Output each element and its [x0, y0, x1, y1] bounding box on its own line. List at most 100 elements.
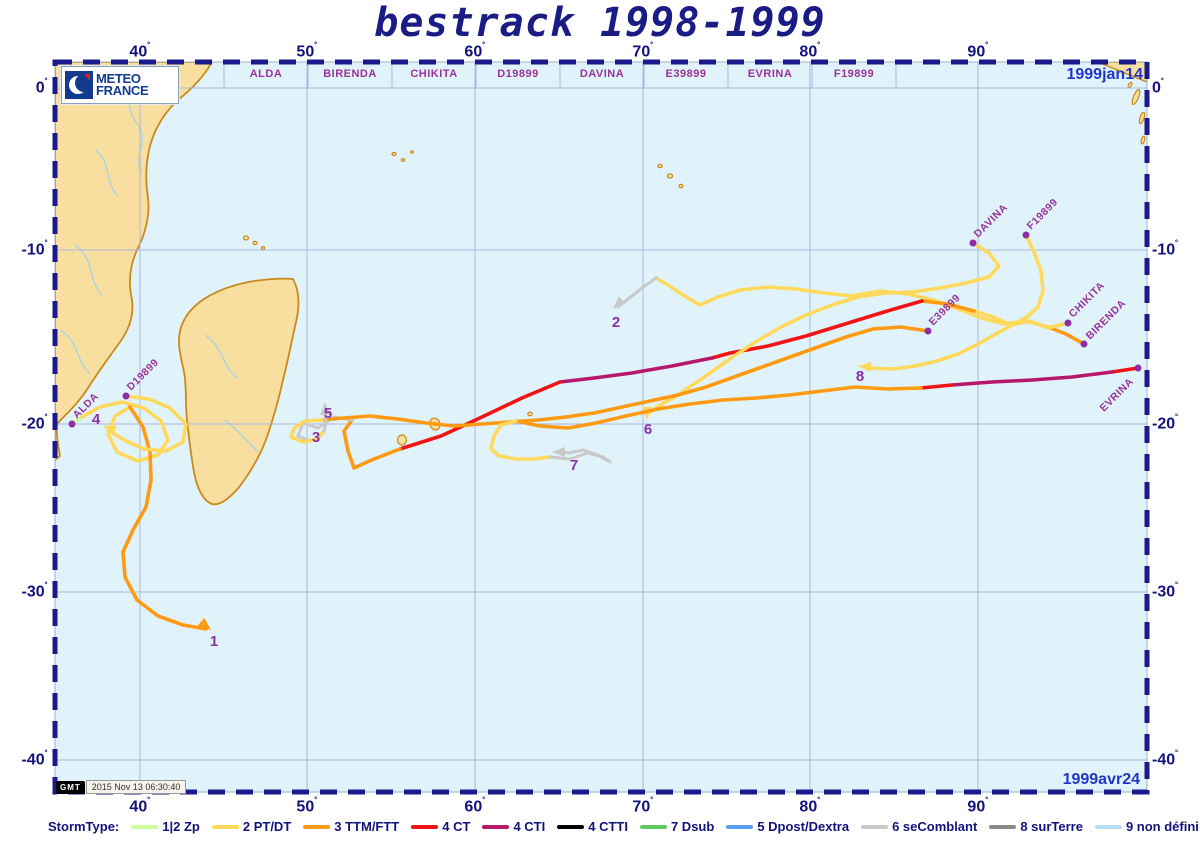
island: [391, 151, 397, 157]
track-arrow-e39899: [320, 402, 330, 415]
track-e39899-pt: [289, 418, 326, 444]
legend-item: 5 Dpost/Dextra: [726, 819, 849, 834]
lat-tick-left--30: -30˚: [21, 582, 48, 601]
logo-line1: METEO: [96, 71, 141, 86]
storm-name-header-birenda: BIRENDA: [323, 68, 377, 80]
track-number-1: 1: [210, 633, 218, 650]
land-layer: [55, 62, 1147, 506]
lon-tick-top-70: 70˚: [632, 42, 654, 61]
legend-label: 8 surTerre: [1020, 819, 1083, 834]
meteo-france-logo-icon: [65, 71, 93, 99]
track-chikita-ttm: [342, 418, 402, 470]
lat-tick-right--10: -10˚: [1152, 240, 1179, 259]
legend-label: 4 CT: [442, 819, 471, 834]
legend-item: 7 Dsub: [639, 819, 715, 834]
track-evrina-ct: [919, 383, 954, 390]
gmt-badge: GMT: [56, 780, 85, 794]
track-arrow-d19899: [103, 425, 117, 436]
storm-dot-e39899: [924, 327, 932, 335]
lat-tick-right-0: 0˚: [1152, 78, 1165, 97]
storm-dot-davina: [969, 239, 977, 247]
lon-tick-bottom-40: 40˚: [129, 797, 151, 816]
africa-coastline: [55, 62, 214, 462]
river: [224, 419, 259, 453]
date-end-label: 1999avr24: [1062, 771, 1140, 788]
island: [527, 411, 533, 417]
track-arrow-f19899: [858, 362, 872, 373]
river: [74, 244, 103, 296]
legend-swatch-dsub: [639, 824, 667, 829]
lat-tick-left--40: -40˚: [21, 750, 48, 769]
storm-name-header-chikita: CHIKITA: [410, 68, 458, 80]
legend-swatch-ct: [411, 824, 439, 829]
track-number-8: 8: [856, 368, 864, 385]
lon-tick-bottom-60: 60˚: [464, 797, 486, 816]
river: [59, 329, 91, 375]
track-d19899-pt: [106, 394, 188, 453]
legend-item: 2 PT/DT: [211, 819, 292, 834]
legend-item: 1|2 Zp: [131, 819, 200, 834]
lon-tick-bottom-80: 80˚: [799, 797, 821, 816]
legend-label: 7 Dsub: [670, 819, 715, 834]
track-birenda-pt: [654, 276, 1050, 329]
meteo-france-logo: METEO FRANCE: [61, 66, 179, 104]
track-evrina-cti: [950, 370, 1114, 387]
date-start-label: 1999jan14: [1066, 66, 1143, 83]
legend-label: 4 CTTI: [588, 819, 628, 834]
river: [204, 334, 239, 379]
legend-label: 5 Dpost/Dextra: [757, 819, 850, 834]
track-evrina-ct: [1110, 366, 1140, 374]
storm-name-header-d19899: D19899: [497, 68, 539, 80]
page-title: bestrack 1998-1999: [374, 0, 826, 46]
legend-swatch-comblant: [861, 824, 889, 829]
track-birenda-ttm: [1046, 325, 1086, 346]
lon-tick-top-60: 60˚: [464, 42, 486, 61]
track-evrina-ttm: [514, 385, 923, 430]
track-chikita-pt: [972, 309, 1070, 330]
render-timestamp: GMT 2015 Nov 13 06:30:40: [56, 780, 187, 794]
track-chikita-ttm: [920, 299, 976, 313]
track-arrow-evrina: [552, 447, 565, 457]
legend-label: 3 TTM/FTT: [334, 819, 400, 834]
lat-tick-left--20: -20˚: [21, 414, 48, 433]
island: [1140, 135, 1146, 145]
island: [657, 163, 663, 169]
legend-swatch-ctti: [557, 824, 585, 829]
track-e39899-ttm: [320, 325, 930, 428]
legend-item: 4 CT: [411, 819, 470, 834]
island: [400, 158, 406, 163]
track-number-2: 2: [612, 314, 620, 331]
track-number-6: 6: [644, 421, 652, 438]
storm-tracks-layer: [70, 233, 1140, 631]
track-chikita-ct: [398, 380, 562, 451]
storm-dot-evrina: [1134, 364, 1142, 372]
storm-dot-chikita: [1064, 319, 1072, 327]
legend-item: 6 seComblant: [861, 819, 977, 834]
lon-tick-top-80: 80˚: [799, 42, 821, 61]
legend-label: 4 CTI: [513, 819, 546, 834]
legend-label: 6 seComblant: [892, 819, 978, 834]
track-chikita-cti: [558, 356, 714, 384]
island: [666, 173, 674, 179]
storm-name-header-f19899: F19899: [833, 68, 875, 80]
lon-tick-top-40: 40˚: [129, 42, 151, 61]
lon-tick-bottom-70: 70˚: [632, 797, 654, 816]
storm-dot-birenda: [1080, 340, 1088, 348]
legend-swatch-pt: [211, 824, 239, 829]
lon-tick-bottom-50: 50˚: [296, 797, 318, 816]
lat-tick-right--30: -30˚: [1152, 582, 1179, 601]
storm-dot-f19899: [1022, 231, 1030, 239]
track-davina-pt: [648, 241, 1001, 414]
lat-tick-left--10: -10˚: [21, 240, 48, 259]
island: [410, 150, 415, 154]
track-evrina-comblant: [548, 448, 612, 464]
legend-label: 2 PT/DT: [242, 819, 292, 834]
legend-label: 1|2 Zp: [162, 819, 200, 834]
track-number-7: 7: [570, 457, 578, 474]
legend-swatch-cti: [482, 824, 510, 829]
track-arrow-birenda: [613, 296, 626, 309]
legend-title: StormType:: [48, 819, 120, 834]
island: [252, 240, 258, 246]
track-number-3: 3: [312, 429, 320, 446]
